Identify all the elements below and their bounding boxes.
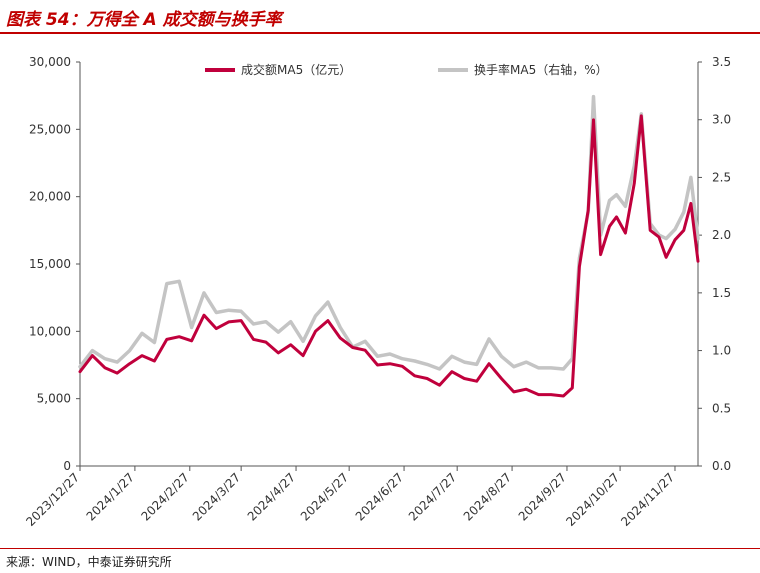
- left-tick-label: 10,000: [29, 324, 71, 338]
- x-tick-label: 2024/5/27: [298, 470, 351, 523]
- x-tick-label: 2024/1/27: [84, 470, 137, 523]
- x-tick-label: 2023/12/27: [23, 470, 82, 529]
- left-tick-label: 0: [63, 459, 71, 473]
- series-line-turnover-value: [78, 114, 700, 398]
- left-tick-label: 30,000: [29, 55, 71, 69]
- legend-label-turnover-value: 成交额MA5（亿元）: [241, 62, 351, 77]
- x-tick-label: 2024/6/27: [353, 470, 406, 523]
- right-tick-label: 0.0: [712, 459, 731, 473]
- turnover-chart: 0 5,000 10,000 15,000 20,000 25,000 30,000 0.0 0…: [23, 55, 731, 529]
- right-tick-label: 1.0: [712, 344, 731, 358]
- x-tick-label: 2024/8/27: [461, 470, 514, 523]
- right-tick-label: 3.0: [712, 113, 731, 127]
- right-tick-label: 2.0: [712, 228, 731, 242]
- right-tick-label: 2.5: [712, 170, 731, 184]
- x-tick-label: 2024/3/27: [190, 470, 243, 523]
- left-tick-label: 15,000: [29, 257, 71, 271]
- right-tick-label: 1.5: [712, 286, 731, 300]
- x-tick-label: 2024/4/27: [245, 470, 298, 523]
- series-line-turnover-rate: [78, 94, 700, 371]
- source-bar: 来源：WIND，中泰证券研究所: [0, 548, 760, 573]
- left-tick-label: 25,000: [29, 122, 71, 136]
- right-tick-label: 3.5: [712, 55, 731, 69]
- source-note: 来源：WIND，中泰证券研究所: [6, 555, 172, 569]
- x-tick-label: 2024/9/27: [516, 470, 569, 523]
- x-tick-label: 2024/11/27: [618, 470, 677, 529]
- right-tick-label: 0.5: [712, 401, 731, 415]
- legend-label-turnover-rate: 换手率MA5（右轴，%）: [474, 62, 608, 77]
- chart-figure-title: 图表 54：万得全 A 成交额与换手率: [6, 10, 282, 30]
- left-tick-label: 5,000: [37, 392, 71, 406]
- title-bar: 图表 54：万得全 A 成交额与换手率: [0, 0, 760, 34]
- x-tick-label: 2024/7/27: [406, 470, 459, 523]
- x-tick-label: 2024/10/27: [563, 470, 622, 529]
- x-tick-label: 2024/2/27: [139, 470, 192, 523]
- left-tick-label: 20,000: [29, 190, 71, 204]
